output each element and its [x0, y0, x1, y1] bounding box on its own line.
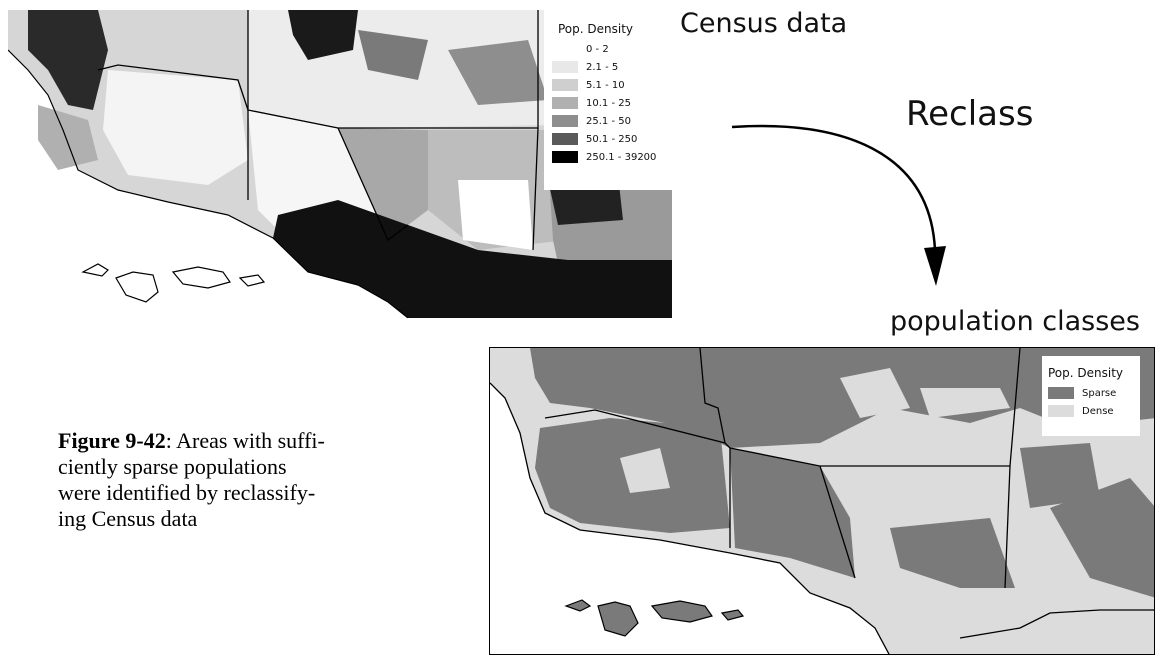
caption-line-3: were identified by reclassify- — [58, 480, 316, 505]
census-legend-label: 2.1 - 5 — [586, 61, 619, 73]
classes-legend-swatch — [1048, 405, 1074, 417]
census-legend-label: 10.1 - 25 — [586, 97, 631, 109]
census-legend-label: 250.1 - 39200 — [586, 151, 657, 163]
census-legend-row: 50.1 - 250 — [552, 130, 664, 148]
census-legend-swatch — [552, 61, 578, 73]
figure-caption: Figure 9-42: Areas with suffi- ciently s… — [58, 428, 325, 531]
census-legend-row: 5.1 - 10 — [552, 76, 664, 94]
census-legend-title: Pop. Density — [558, 22, 634, 36]
classes-legend-swatch — [1048, 387, 1074, 399]
census-legend-swatch — [552, 97, 578, 109]
population-classes-label: population classes — [890, 306, 1140, 337]
census-legend-swatch — [552, 79, 578, 91]
classes-legend-row: Sparse — [1048, 384, 1134, 402]
census-legend-label: 25.1 - 50 — [586, 115, 631, 127]
census-legend-row: 0 - 2 — [552, 40, 664, 58]
population-classes-map: Pop. Density Sparse Dense — [489, 347, 1155, 655]
classes-legend-label: Dense — [1082, 405, 1114, 417]
caption-line-4: ing Census data — [58, 506, 198, 531]
census-legend-swatch — [552, 115, 578, 127]
classes-map-graphic — [490, 348, 1154, 654]
reclass-arrow-icon — [731, 124, 946, 286]
census-legend-swatch — [552, 43, 578, 55]
census-legend-items: 0 - 2 2.1 - 5 5.1 - 10 10.1 - 25 25.1 - 50 50… — [552, 40, 664, 166]
census-legend-row: 250.1 - 39200 — [552, 148, 664, 166]
census-legend-row: 2.1 - 5 — [552, 58, 664, 76]
classes-legend: Pop. Density Sparse Dense — [1042, 356, 1140, 436]
classes-legend-title: Pop. Density — [1048, 366, 1124, 380]
census-legend: Pop. Density 0 - 2 2.1 - 5 5.1 - 10 10.1 - … — [544, 10, 672, 190]
figure-label: Figure 9-42 — [58, 428, 166, 453]
census-legend-row: 25.1 - 50 — [552, 112, 664, 130]
census-legend-swatch — [552, 151, 578, 163]
census-legend-label: 0 - 2 — [586, 43, 609, 55]
census-data-label: Census data — [680, 8, 848, 39]
census-legend-label: 50.1 - 250 — [586, 133, 638, 145]
caption-line-1: Areas with suffi- — [176, 428, 325, 453]
census-legend-swatch — [552, 133, 578, 145]
classes-legend-label: Sparse — [1082, 387, 1117, 399]
reclass-label: Reclass — [906, 94, 1034, 134]
classes-legend-row: Dense — [1048, 402, 1134, 420]
caption-line-2: ciently sparse populations — [58, 454, 287, 479]
census-legend-row: 10.1 - 25 — [552, 94, 664, 112]
classes-legend-items: Sparse Dense — [1048, 384, 1134, 420]
census-legend-label: 5.1 - 10 — [586, 79, 625, 91]
census-density-map: Pop. Density 0 - 2 2.1 - 5 5.1 - 10 10.1 - … — [8, 10, 672, 318]
